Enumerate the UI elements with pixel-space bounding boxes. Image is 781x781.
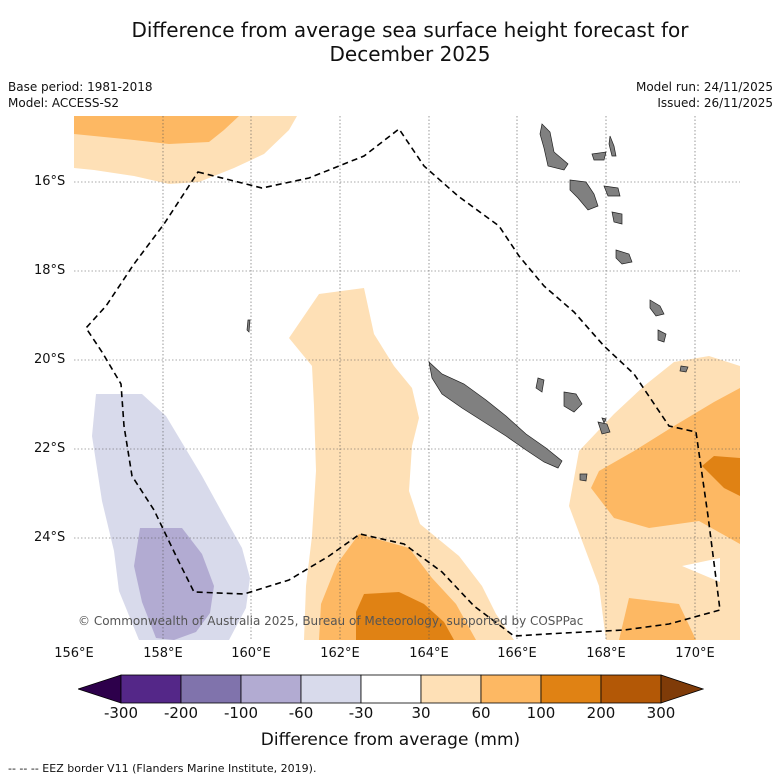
chesterfield-islands — [246, 319, 251, 333]
colorbar-bin-8 — [540, 674, 602, 704]
contour-30-60-central — [289, 288, 514, 640]
contour-100-200-right — [702, 456, 740, 496]
colorbar — [78, 674, 704, 704]
vanuatu-espiritu-santo — [539, 123, 569, 171]
colorbar-tick: -300 — [103, 704, 139, 722]
issued-date: Issued: 26/11/2025 — [657, 96, 773, 110]
colorbar-bin-7 — [480, 674, 542, 704]
contour-lowband-white — [682, 558, 720, 582]
vanuatu-pentecost — [591, 151, 607, 161]
colorbar-bin-5 — [360, 674, 422, 704]
lat-label-24s: 24°S — [34, 530, 66, 545]
lon-label-166e: 166°E — [497, 646, 537, 661]
isle-of-pines — [579, 473, 588, 482]
colorbar-tick: 300 — [646, 704, 676, 722]
vanuatu-tanna — [649, 299, 665, 317]
lat-label-18s: 18°S — [34, 263, 66, 278]
colorbar-tick: 200 — [586, 704, 616, 722]
land-masses — [246, 123, 689, 482]
walpole-island — [601, 417, 607, 424]
colorbar-extend-low — [78, 674, 122, 704]
contour-neg-60-100 — [134, 528, 214, 640]
contour-60-100-bottom-right — [619, 598, 696, 640]
colorbar-tick: -60 — [288, 704, 314, 722]
eez-border — [84, 127, 721, 637]
meta-right: Model run: 24/11/2025 Issued: 26/11/2025 — [636, 79, 773, 111]
title-line-2: December 2025 — [329, 42, 491, 66]
contour-100-200-central — [356, 592, 454, 640]
vanuatu-ambrym — [603, 185, 621, 197]
lon-label-170e: 170°E — [675, 646, 715, 661]
colorbar-extend-high — [660, 674, 704, 704]
vanuatu-aneityum — [657, 329, 667, 343]
colorbar-bin-4 — [300, 674, 362, 704]
contour-60-100-top-left — [74, 116, 239, 144]
vanuatu-malakula — [569, 179, 599, 211]
colorbar-bin-1 — [120, 674, 182, 704]
vanuatu-efate — [611, 211, 623, 225]
model-run: Model run: 24/11/2025 — [635, 80, 773, 94]
colorbar-bin-3 — [240, 674, 302, 704]
lon-label-156e: 156°E — [54, 646, 94, 661]
lon-label-162e: 162°E — [320, 646, 360, 661]
colorbar-tick: 30 — [411, 704, 431, 722]
contour-60-100-right — [591, 388, 740, 544]
lat-label-20s: 20°S — [34, 352, 66, 367]
model-name: Model: ACCESS-S2 — [8, 96, 120, 110]
copyright-notice: © Commonwealth of Australia 2025, Bureau… — [78, 614, 584, 628]
base-period: Base period: 1981-2018 — [8, 80, 153, 94]
lat-label-22s: 22°S — [34, 441, 66, 456]
colorbar-tick: -30 — [348, 704, 374, 722]
lat-label-16s: 16°S — [34, 174, 66, 189]
meta-left: Base period: 1981-2018 Model: ACCESS-S2 — [8, 79, 153, 111]
matthew-island — [679, 365, 689, 373]
colorbar-tick: -200 — [163, 704, 199, 722]
vanuatu-erromango — [615, 249, 633, 265]
lon-label-168e: 168°E — [586, 646, 626, 661]
lon-label-164e: 164°E — [409, 646, 449, 661]
lon-label-158e: 158°E — [143, 646, 183, 661]
colorbar-label: Difference from average (mm) — [260, 730, 521, 750]
new-caledonia-island — [428, 361, 563, 469]
colorbar-bin-9 — [600, 674, 662, 704]
loyalty-island-ouvea — [535, 377, 545, 393]
vanuatu-maewo — [608, 135, 617, 157]
grid-lines — [74, 116, 740, 640]
colorbar-tick: -100 — [223, 704, 259, 722]
title-line-1: Difference from average sea surface heig… — [131, 18, 689, 42]
lon-label-160e: 160°E — [231, 646, 271, 661]
colorbar-tick: 60 — [471, 704, 491, 722]
colorbar-bin-6 — [420, 674, 482, 704]
map-title: Difference from average sea surface heig… — [70, 18, 750, 66]
eez-footnote: -- -- -- EEZ border V11 (Flanders Marine… — [8, 762, 317, 775]
colorbar-bin-2 — [180, 674, 242, 704]
loyalty-island-lifou — [563, 391, 583, 413]
colorbar-tick: 100 — [526, 704, 556, 722]
sea-level-map — [74, 116, 740, 640]
